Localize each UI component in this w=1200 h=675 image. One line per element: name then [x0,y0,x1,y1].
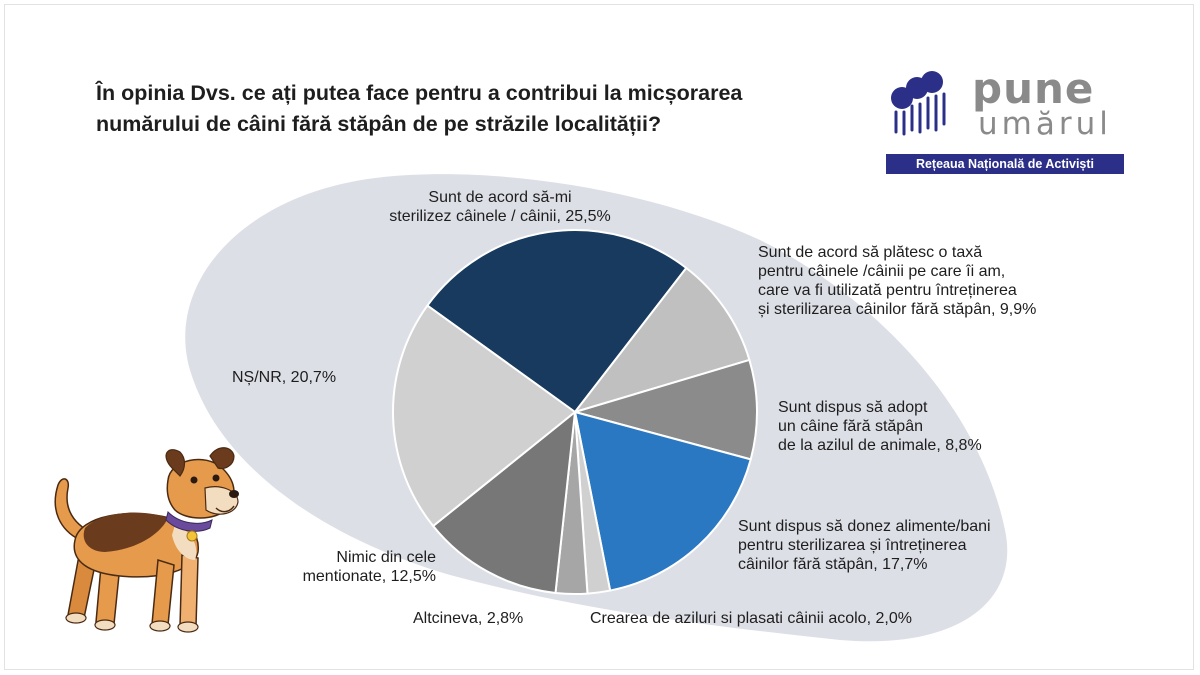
slice-label-dont-know: NȘ/NR, 20,7% [232,368,336,387]
pie-slice-6 [432,411,576,594]
activists-icon [891,71,946,136]
slice-label-sterilize: Sunt de acord să-mi sterilizez câinele /… [360,188,640,226]
slice-label-line: câinilor fără stăpân, 17,7% [738,556,928,573]
slice-label-donate: Sunt dispus să donez alimente/bani pentr… [738,517,991,574]
slice-label-nothing: Nimic din cele mentionate, 12,5% [286,548,436,586]
logo-word-umarul: umărul [978,106,1112,142]
slice-label-line: Sunt dispus să donez alimente/bani [738,518,991,535]
pie-slice-1 [574,266,751,413]
slice-label-adopt: Sunt dispus să adopt un câine fără stăpâ… [778,398,982,455]
slice-label-line: mentionate, 12,5% [302,568,436,585]
image-frame [4,4,1194,670]
slice-label-line: Sunt dispus să adopt [778,399,928,416]
slice-label-line: Nimic din cele [336,549,436,566]
slice-label-shelters: Crearea de aziluri si plasati câinii aco… [590,609,912,628]
slice-label-line: NȘ/NR, 20,7% [232,369,337,386]
chart-title-line-2: numărului de câini fără stăpân de pe str… [96,112,662,136]
dog-illustration [54,447,239,633]
pie-slice-7 [392,304,576,528]
slice-label-line: și sterilizarea câinilor fără stăpân, 9,… [758,301,1037,318]
pie-slice-2 [574,358,758,461]
pune-umarul-logo: pune umărul Rețeaua Națională de Activiș… [884,64,1134,180]
slice-label-line: Sunt de acord să plătesc o taxă [758,244,983,261]
slice-label-line: pentru câinele /câinii pe care îi am, [758,263,1006,280]
slice-label-line: Altcineva, 2,8% [413,610,524,627]
chart-title: În opinia Dvs. ce ați putea face pentru … [96,78,856,140]
pie-slice-3 [574,411,752,592]
chart-title-line-1: În opinia Dvs. ce ați putea face pentru … [96,81,743,105]
pie-slice-0 [426,229,688,413]
logo-tagline: Rețeaua Națională de Activiști [886,154,1124,174]
slice-label-tax: Sunt de acord să plătesc o taxă pentru c… [758,243,1036,319]
slice-label-line: Sunt de acord să-mi [428,189,572,206]
slice-label-line: sterilizez câinele / câinii, 25,5% [389,208,611,225]
slice-label-someone-else: Altcineva, 2,8% [413,609,523,628]
slice-label-line: un câine fără stăpân [778,418,923,435]
slice-label-line: pentru sterilizarea și întreținerea [738,537,967,554]
slice-label-line: Crearea de aziluri si plasati câinii aco… [590,610,912,627]
logo-word-pune: pune [972,64,1095,113]
slice-label-line: care va fi utilizată pentru întreținerea [758,282,1017,299]
slice-label-line: de la azilul de animale, 8,8% [778,437,982,454]
